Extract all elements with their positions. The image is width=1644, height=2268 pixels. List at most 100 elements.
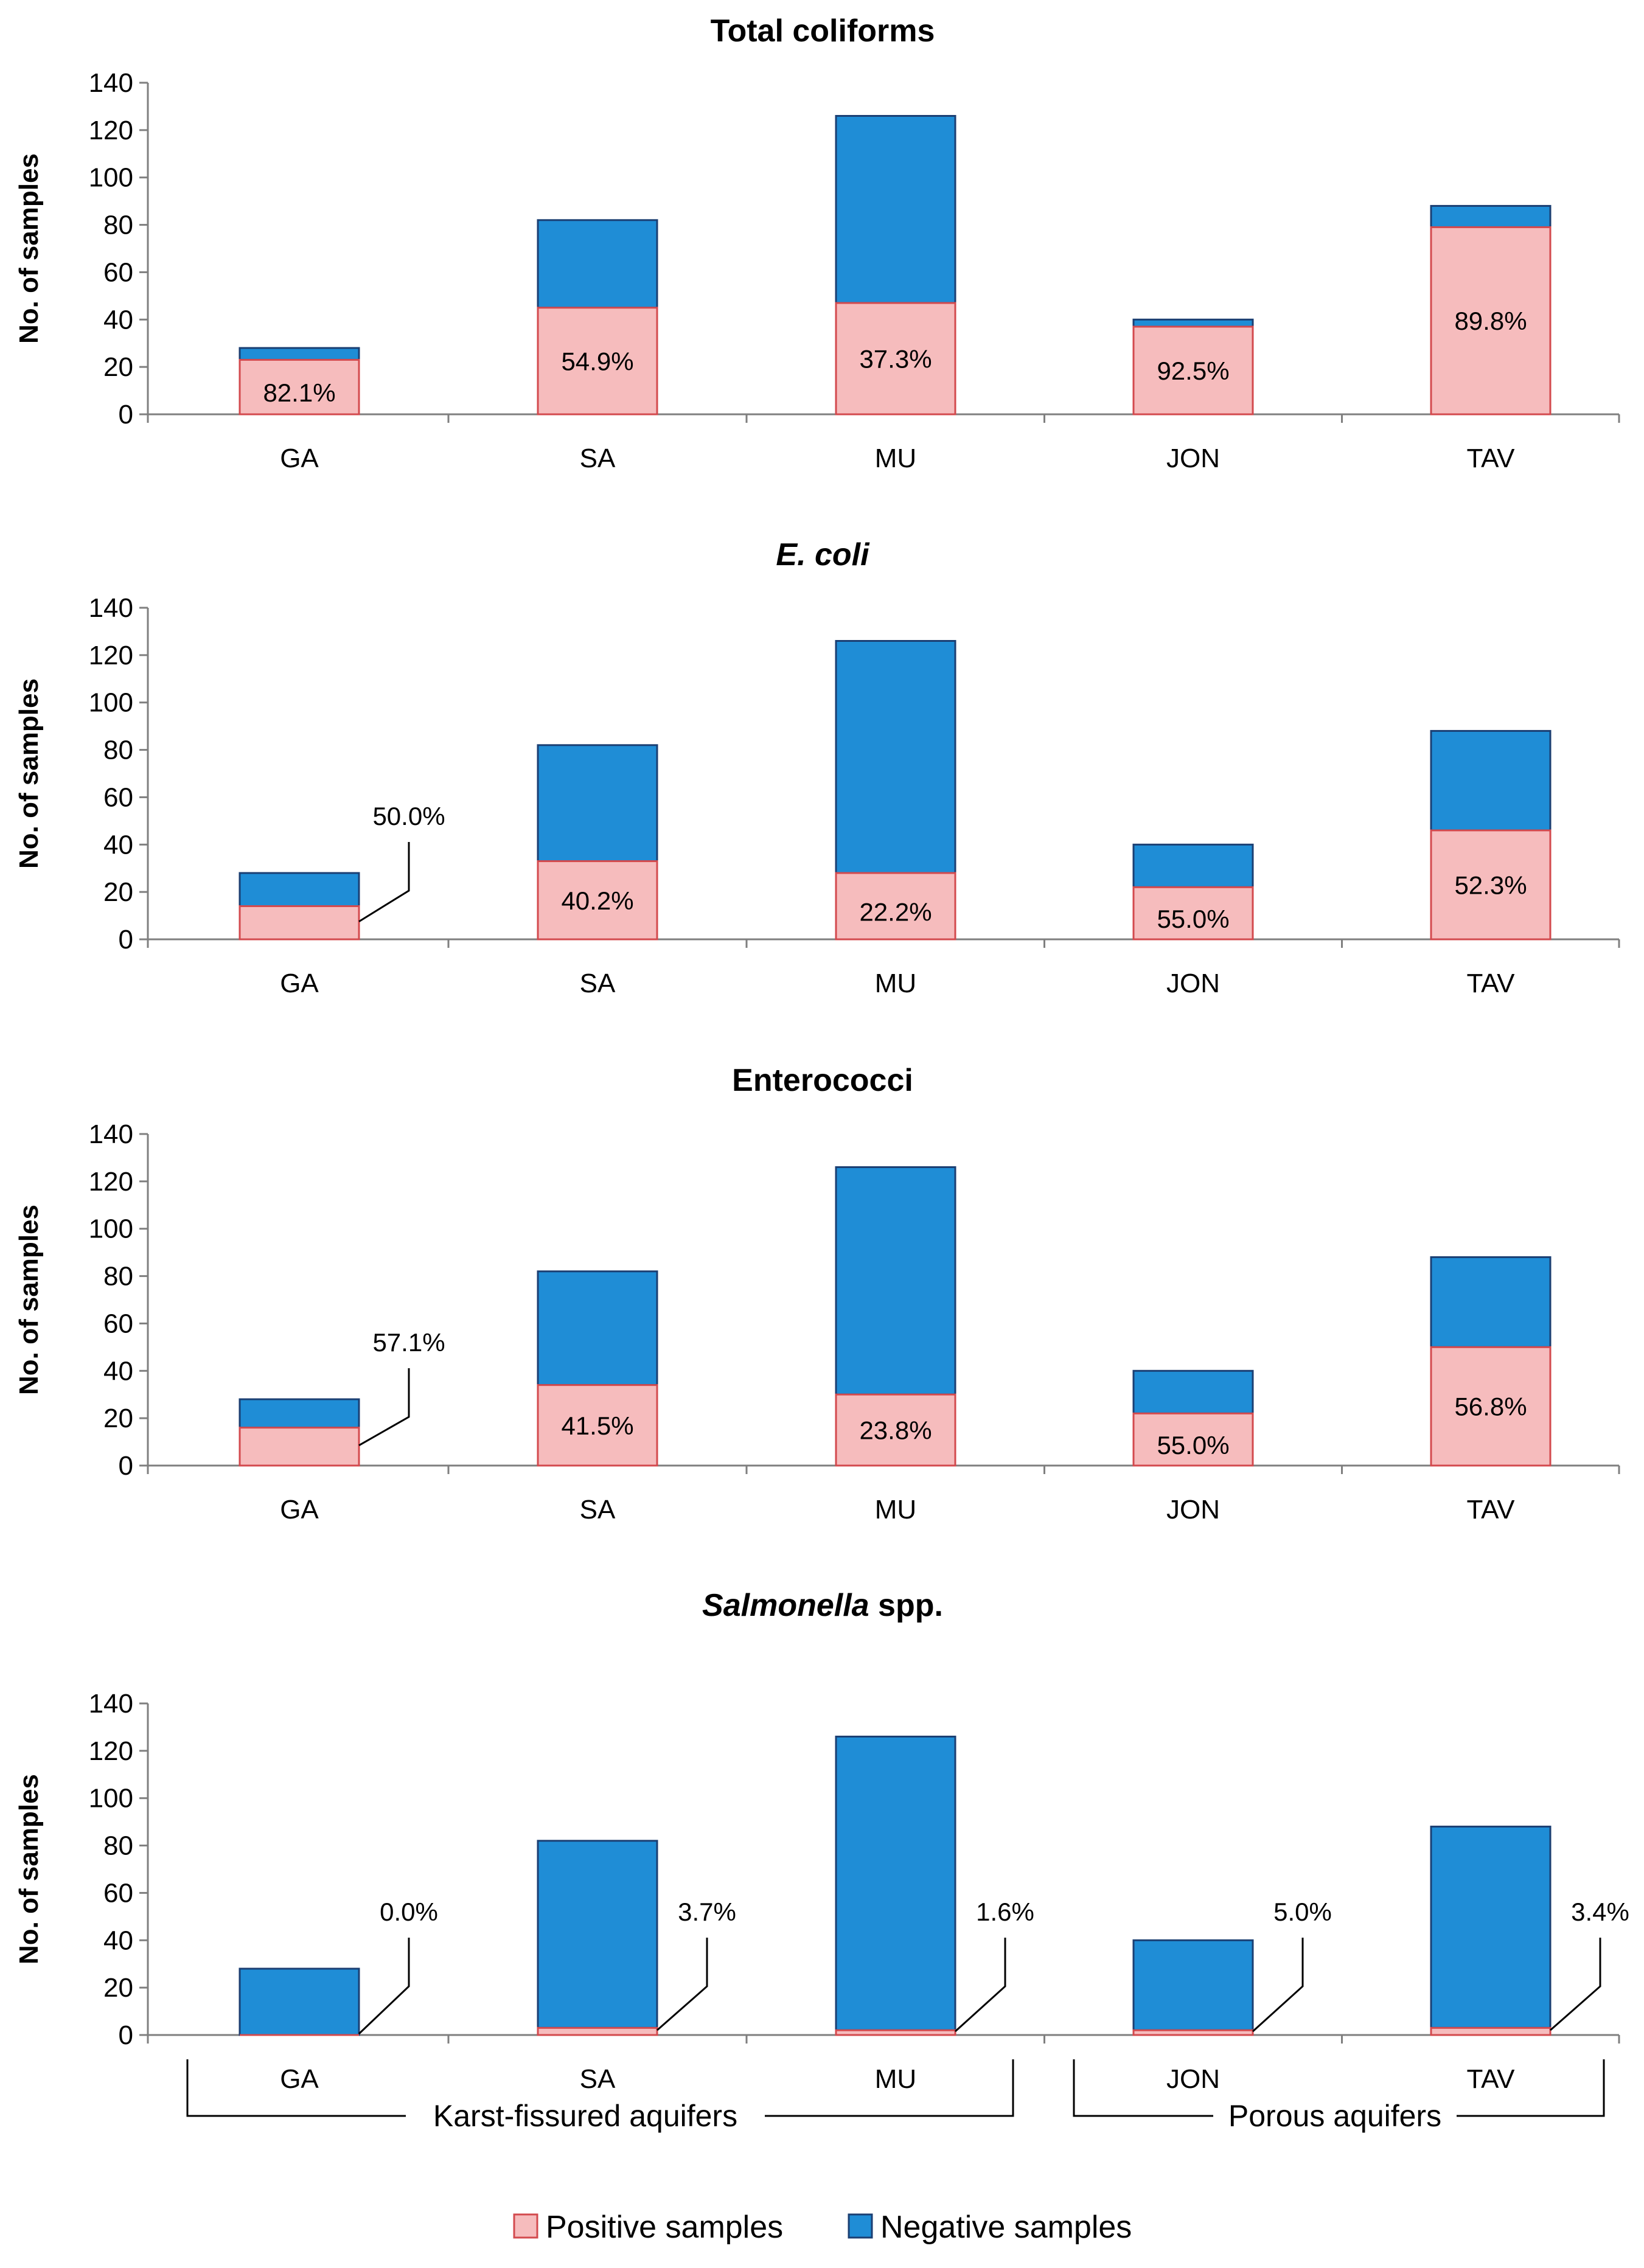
bar-positive-tav (1430, 829, 1552, 941)
legend-label: Positive samples (546, 2210, 783, 2245)
x-tick-label: MU (875, 1495, 916, 1525)
bar-negative-jon (1132, 843, 1254, 888)
data-label: 3.4% (1571, 1898, 1629, 1926)
data-label: 89.8% (1454, 307, 1527, 335)
chart-title-part: Salmonella (702, 1588, 869, 1623)
bar-positive-mu (835, 872, 956, 941)
x-tick-label: SA (580, 1495, 616, 1525)
x-tick-label: TAV (1466, 444, 1515, 473)
x-tick-label: JON (1166, 2064, 1220, 2094)
chart-title-part: Total coliforms (711, 13, 935, 49)
bar-negative-sa (537, 1840, 658, 2029)
bar-negative-mu (835, 640, 956, 874)
x-tick-label: SA (580, 444, 616, 473)
y-tick-label: 100 (89, 1784, 133, 1814)
data-label-leader (1550, 1938, 1601, 2031)
bar-positive-mu (835, 302, 956, 416)
legend-item-2: Negative samples (848, 2210, 1132, 2245)
chart-title: Total coliforms (711, 13, 935, 49)
data-label: 82.1% (263, 378, 335, 407)
x-tick-label: GA (280, 2064, 319, 2094)
bar-positive-sa (537, 2026, 658, 2036)
bar-positive-jon (1132, 2029, 1254, 2036)
x-tick-label: GA (280, 1495, 319, 1525)
bar-negative-ga (239, 347, 360, 361)
x-tick-label: SA (580, 969, 616, 998)
bar-positive-tav (1430, 226, 1552, 416)
y-tick-label: 100 (89, 1214, 133, 1244)
y-tick-label: 0 (119, 1451, 133, 1481)
bar-negative-tav (1430, 729, 1552, 832)
y-tick-label: 80 (103, 210, 133, 240)
group-bracket-1: Karst-fissured aquifers (186, 2059, 1014, 2133)
bar-positive-sa (537, 1384, 658, 1467)
y-tick-label: 40 (103, 1925, 133, 1955)
data-label-leader (358, 842, 410, 923)
group-bracket-left (186, 2059, 406, 2117)
bar-negative-jon (1132, 1369, 1254, 1414)
data-label: 56.8% (1454, 1393, 1527, 1421)
chart-title-part: Enterococci (732, 1063, 913, 1098)
chart-title: Salmonella spp. (702, 1588, 943, 1623)
bar-negative-tav (1430, 204, 1552, 228)
data-label: 5.0% (1273, 1898, 1332, 1926)
legend-swatch (848, 2213, 873, 2239)
bar-positive-sa (537, 860, 658, 941)
chart-panel-2: E. coli No. of samples 0 20 40 60 80 100 120 140 G… (14, 537, 1620, 998)
data-label: 57.1% (372, 1328, 445, 1357)
legend-swatch (513, 2213, 538, 2239)
y-tick-label: 40 (103, 1356, 133, 1386)
legend-item-1: Positive samples (513, 2210, 783, 2245)
y-tick-label: 0 (119, 2020, 133, 2050)
chart-title: Enterococci (732, 1063, 913, 1098)
x-tick-label: JON (1166, 444, 1220, 473)
x-tick-label: SA (580, 2064, 616, 2094)
bar-positive-ga (239, 1427, 360, 1467)
y-tick-label: 120 (89, 641, 133, 670)
chart-title: E. coli (776, 537, 870, 572)
y-axis-label: No. of samples (14, 1205, 44, 1395)
y-tick-label: 60 (103, 1309, 133, 1338)
x-tick-label: MU (875, 969, 916, 998)
bar-negative-jon (1132, 1939, 1254, 2031)
data-label: 54.9% (561, 347, 633, 375)
bar-positive-mu (835, 2029, 956, 2036)
bar-negative-sa (537, 1270, 658, 1386)
y-tick-label: 120 (89, 116, 133, 145)
legend: Positive samples Negative samples (513, 2210, 1132, 2245)
chart-panel-1: Total coliforms No. of samples 0 20 40 60 80 10… (14, 13, 1620, 473)
group-label: Karst-fissured aquifers (433, 2099, 737, 2133)
chart-title-part: E. coli (776, 537, 870, 572)
data-label-leader (1252, 1938, 1304, 2033)
chart-panel-3: Enterococci No. of samples 0 20 40 60 80 100 120… (14, 1063, 1620, 1525)
data-label: 92.5% (1157, 357, 1229, 385)
group-bracket-2: Porous aquifers (1073, 2059, 1605, 2133)
x-tick-label: MU (875, 2064, 916, 2094)
data-label-leader (657, 1938, 708, 2031)
bar-positive-jon (1132, 325, 1254, 416)
data-label: 50.0% (372, 802, 445, 830)
y-tick-label: 20 (103, 877, 133, 907)
group-bracket-right (765, 2059, 1014, 2117)
bar-negative-sa (537, 744, 658, 863)
bar-positive-tav (1430, 2026, 1552, 2036)
data-label: 22.2% (859, 898, 932, 927)
y-tick-label: 0 (119, 400, 133, 430)
data-label: 37.3% (859, 345, 932, 374)
y-tick-label: 60 (103, 257, 133, 287)
y-tick-label: 60 (103, 1878, 133, 1908)
bar-positive-tav (1430, 1346, 1552, 1467)
data-label: 40.2% (561, 886, 633, 915)
chart-panel-4: Salmonella spp. No. of samples 0 20 40 60 80 10… (14, 1588, 1629, 2094)
y-tick-label: 0 (119, 925, 133, 955)
y-tick-label: 20 (103, 1404, 133, 1433)
bar-positive-mu (835, 1393, 956, 1467)
aquifer-groups: Karst-fissured aquifers Porous aquifers (186, 2059, 1605, 2133)
x-tick-label: JON (1166, 969, 1220, 998)
data-label-leader (358, 1938, 410, 2035)
data-label-leader (358, 1368, 410, 1447)
bar-negative-ga (239, 1967, 360, 2036)
y-tick-label: 140 (89, 1689, 133, 1719)
y-tick-label: 120 (89, 1736, 133, 1766)
